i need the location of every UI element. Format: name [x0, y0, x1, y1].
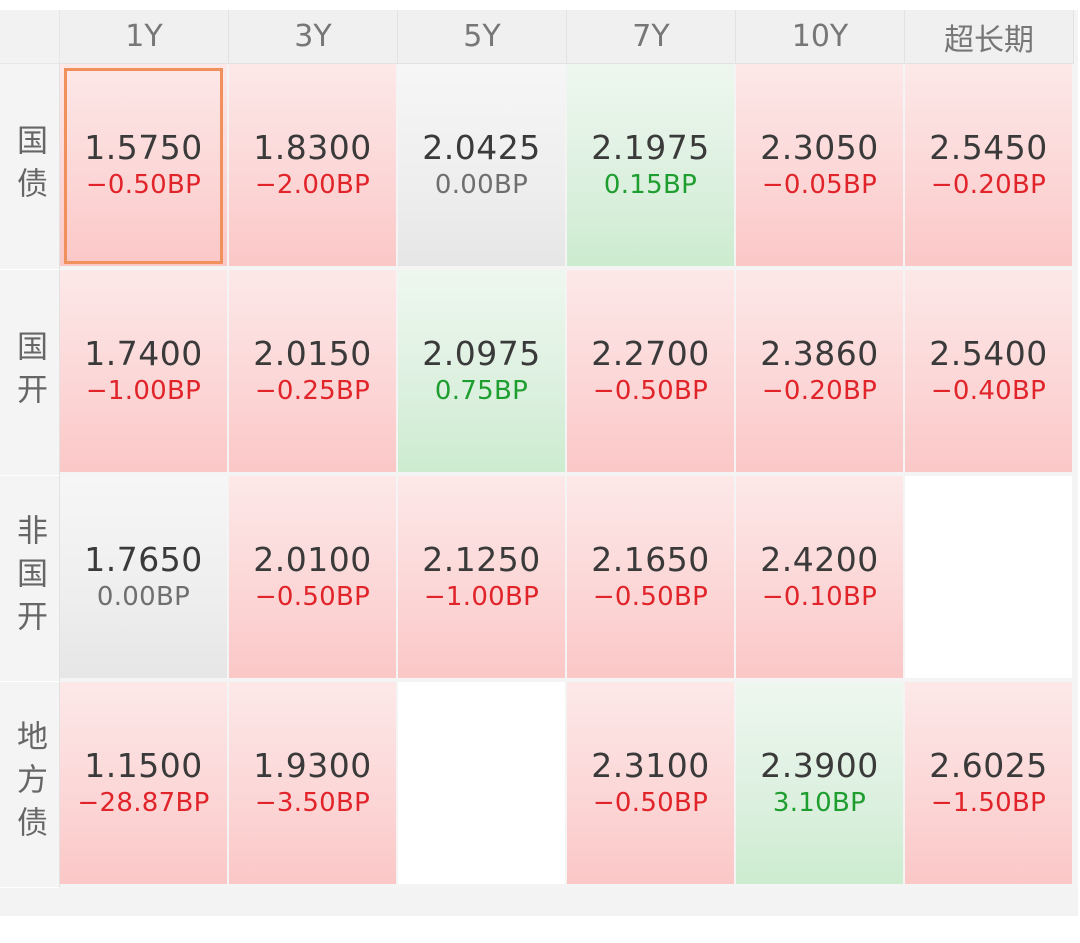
column-header-1y[interactable]: 1Y — [60, 10, 229, 64]
yield-value: 1.5750 — [84, 128, 203, 167]
yield-change: −0.25BP — [254, 376, 371, 406]
yield-cell[interactable]: 2.1650 −0.50BP — [567, 476, 736, 682]
yield-change: −0.20BP — [930, 170, 1047, 200]
yield-change: −0.50BP — [592, 376, 709, 406]
yield-cell[interactable]: 2.5400 −0.40BP — [905, 270, 1074, 476]
yield-cell[interactable]: 1.7400 −1.00BP — [60, 270, 229, 476]
yield-change: −0.05BP — [761, 170, 878, 200]
yield-change: −3.50BP — [254, 788, 371, 818]
yield-change: 0.00BP — [434, 170, 529, 200]
bottom-spacer — [0, 888, 1078, 916]
yield-change: −0.50BP — [254, 582, 371, 612]
column-header-super-long[interactable]: 超长期 — [905, 10, 1074, 64]
row-header-label: 非国开 — [11, 514, 47, 643]
yield-change: −0.40BP — [930, 376, 1047, 406]
yield-cell[interactable]: 2.3900 3.10BP — [736, 682, 905, 888]
yield-cell[interactable]: 1.8300 −2.00BP — [229, 64, 398, 270]
yield-cell[interactable]: 1.9300 −3.50BP — [229, 682, 398, 888]
yield-value: 2.6025 — [929, 746, 1048, 785]
yield-change: −28.87BP — [77, 788, 210, 818]
yield-cell[interactable]: 2.4200 −0.10BP — [736, 476, 905, 682]
yield-change: −0.50BP — [85, 170, 202, 200]
corner-cell — [0, 10, 60, 64]
row-header-cdb[interactable]: 国开 — [0, 270, 60, 476]
yield-cell[interactable]: 2.0425 0.00BP — [398, 64, 567, 270]
row-header-label: 国开 — [11, 329, 47, 416]
yield-value: 2.1250 — [422, 540, 541, 579]
yield-change: 0.75BP — [434, 376, 529, 406]
yield-value: 2.3900 — [760, 746, 879, 785]
column-header-3y[interactable]: 3Y — [229, 10, 398, 64]
yield-value: 1.7650 — [84, 540, 203, 579]
yield-change: −1.00BP — [85, 376, 202, 406]
yield-value: 2.5400 — [929, 334, 1048, 373]
yield-cell[interactable]: 2.2700 −0.50BP — [567, 270, 736, 476]
yield-value: 1.9300 — [253, 746, 372, 785]
yield-value: 1.7400 — [84, 334, 203, 373]
yield-cell[interactable]: 2.1250 −1.00BP — [398, 476, 567, 682]
yield-value: 2.0150 — [253, 334, 372, 373]
yield-change: −0.50BP — [592, 788, 709, 818]
yield-cell[interactable]: 2.0100 −0.50BP — [229, 476, 398, 682]
yield-cell[interactable]: 2.3050 −0.05BP — [736, 64, 905, 270]
yield-cell-empty — [905, 476, 1074, 682]
yield-cell[interactable]: 2.6025 −1.50BP — [905, 682, 1074, 888]
yield-change: 0.00BP — [96, 582, 191, 612]
yield-change: −0.20BP — [761, 376, 878, 406]
yield-value: 2.0100 — [253, 540, 372, 579]
yield-change: −0.50BP — [592, 582, 709, 612]
yield-cell[interactable]: 1.7650 0.00BP — [60, 476, 229, 682]
yield-cell[interactable]: 2.0975 0.75BP — [398, 270, 567, 476]
yield-value: 1.8300 — [253, 128, 372, 167]
yield-value: 2.1650 — [591, 540, 710, 579]
row-header-non-cdb-policy[interactable]: 非国开 — [0, 476, 60, 682]
column-header-10y[interactable]: 10Y — [736, 10, 905, 64]
row-header-local-gov[interactable]: 地方债 — [0, 682, 60, 888]
yield-value: 2.3050 — [760, 128, 879, 167]
yield-value: 2.3860 — [760, 334, 879, 373]
yield-change: 3.10BP — [772, 788, 867, 818]
yield-cell[interactable]: 2.1975 0.15BP — [567, 64, 736, 270]
yield-cell[interactable]: 2.3860 −0.20BP — [736, 270, 905, 476]
yield-value: 2.3100 — [591, 746, 710, 785]
yield-value: 2.5450 — [929, 128, 1048, 167]
yield-change: −1.50BP — [930, 788, 1047, 818]
column-header-5y[interactable]: 5Y — [398, 10, 567, 64]
yield-value: 2.1975 — [591, 128, 710, 167]
yield-value: 1.1500 — [84, 746, 203, 785]
yield-cell-empty — [398, 682, 567, 888]
yield-cell[interactable]: 2.0150 −0.25BP — [229, 270, 398, 476]
yield-cell[interactable]: 2.3100 −0.50BP — [567, 682, 736, 888]
yield-cell[interactable]: 1.1500 −28.87BP — [60, 682, 229, 888]
yield-value: 2.0975 — [422, 334, 541, 373]
row-header-label: 地方债 — [11, 720, 47, 849]
yield-change: −1.00BP — [423, 582, 540, 612]
row-header-treasury[interactable]: 国债 — [0, 64, 60, 270]
row-header-label: 国债 — [11, 123, 47, 210]
yield-cell[interactable]: 2.5450 −0.20BP — [905, 64, 1074, 270]
yield-matrix: 1Y 3Y 5Y 7Y 10Y 超长期 国债 1.5750 −0.50BP 1.830… — [0, 10, 1078, 888]
yield-cell-selected[interactable]: 1.5750 −0.50BP — [60, 64, 229, 270]
column-header-7y[interactable]: 7Y — [567, 10, 736, 64]
yield-change: −2.00BP — [254, 170, 371, 200]
yield-value: 2.2700 — [591, 334, 710, 373]
yield-change: −0.10BP — [761, 582, 878, 612]
yield-value: 2.4200 — [760, 540, 879, 579]
yield-change: 0.15BP — [603, 170, 698, 200]
yield-value: 2.0425 — [422, 128, 541, 167]
